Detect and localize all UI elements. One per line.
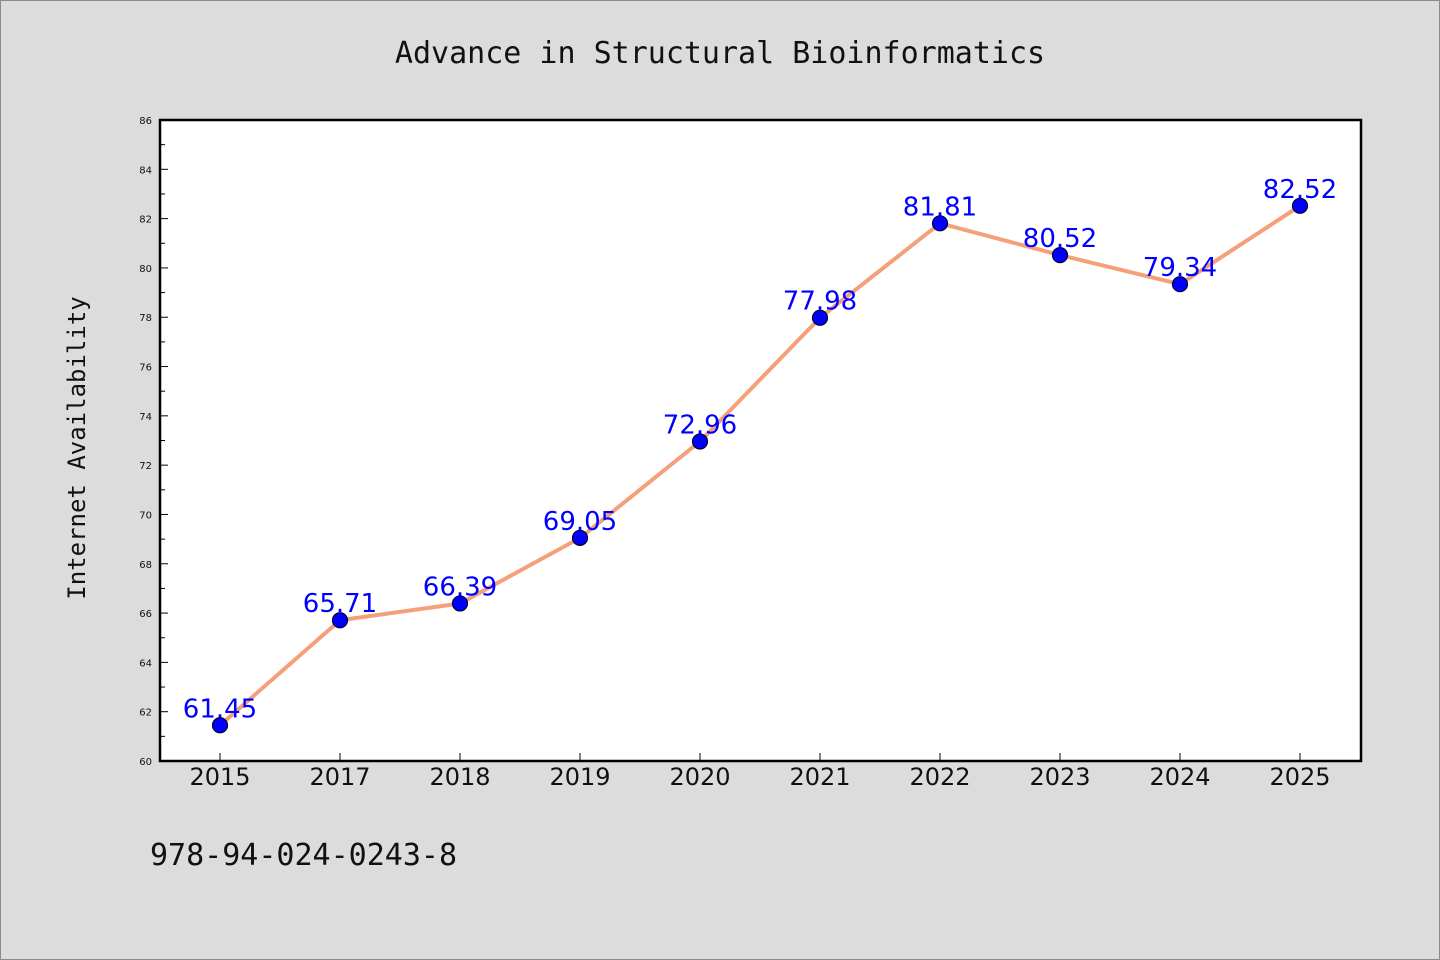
y-axis-label: Internet Availability (63, 296, 91, 599)
data-label: 65.71 (303, 589, 377, 619)
y-tick-label: 78 (139, 313, 152, 324)
data-label: 82.52 (1263, 175, 1337, 205)
data-label: 69.05 (543, 507, 617, 537)
x-tick-label: 2023 (1029, 763, 1090, 791)
y-axis: 60 62 64 66 68 70 72 74 76 78 80 82 84 86 (139, 116, 168, 768)
data-label: 72.96 (663, 410, 737, 440)
x-tick-label: 2021 (789, 763, 850, 791)
y-tick-label: 60 (139, 757, 152, 768)
data-label: 77.98 (783, 287, 857, 317)
chart-title: Advance in Structural Bioinformatics (395, 36, 1045, 71)
y-tick-label: 64 (139, 658, 152, 669)
x-tick-label: 2018 (429, 763, 490, 791)
data-label: 66.39 (423, 572, 497, 602)
y-tick-label: 68 (139, 560, 152, 571)
x-tick-label: 2017 (309, 763, 370, 791)
y-tick-label: 84 (139, 165, 152, 176)
y-tick-label: 72 (139, 461, 152, 472)
data-labels-layer: 61.45 65.71 66.39 69.05 72.96 77.98 81.81 80.52… (183, 175, 1337, 724)
data-point (691, 433, 709, 450)
x-tick-label: 2022 (909, 763, 970, 791)
y-tick-label: 86 (139, 116, 152, 127)
data-point (811, 309, 829, 326)
x-tick-label: 2024 (1149, 763, 1210, 791)
y-tick-label: 80 (139, 264, 152, 275)
plot-area (158, 118, 1363, 763)
y-tick-label: 70 (139, 510, 152, 521)
y-tick-label: 74 (139, 412, 152, 423)
y-tick-label: 76 (139, 363, 152, 374)
x-axis: 2015 2017 2018 2019 2020 2021 2022 2023 2024 2025 (189, 753, 1331, 791)
data-label: 79.34 (1143, 253, 1217, 283)
data-point (1171, 276, 1189, 293)
y-tick-label: 62 (139, 708, 152, 719)
data-label: 81.81 (903, 192, 977, 222)
x-tick-label: 2019 (549, 763, 610, 791)
x-tick-label: 2025 (1269, 763, 1330, 791)
x-tick-label: 2020 (669, 763, 730, 791)
data-label: 61.45 (183, 694, 257, 724)
data-point (931, 215, 949, 232)
data-point (1291, 197, 1309, 214)
data-point (211, 717, 229, 734)
y-tick-label: 66 (139, 609, 152, 620)
isbn-footer: 978-94-024-0243-8 (150, 838, 457, 873)
data-point (331, 612, 349, 629)
series-layer (211, 197, 1309, 734)
x-tick-label: 2015 (189, 763, 250, 791)
data-point (1051, 247, 1069, 264)
y-tick-label: 82 (139, 215, 152, 226)
data-point (571, 529, 589, 546)
data-point (451, 595, 469, 612)
series-line (218, 203, 1302, 728)
data-label: 80.52 (1023, 224, 1097, 254)
